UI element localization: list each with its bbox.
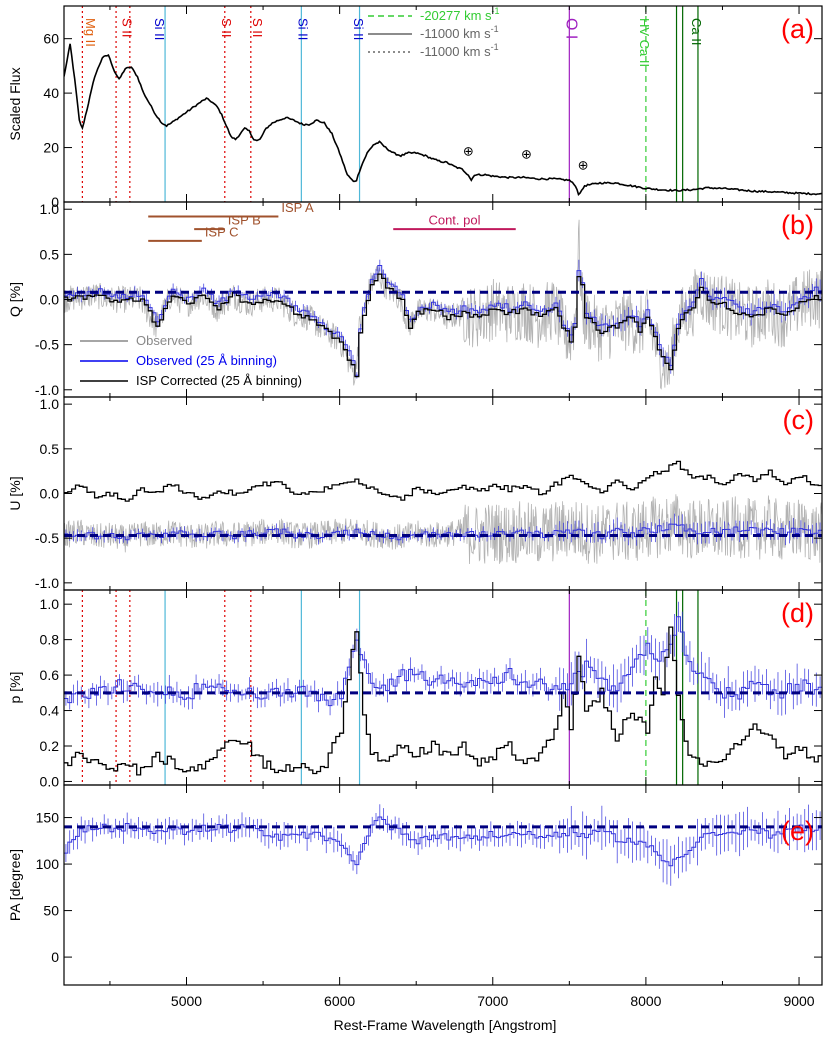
y-tick-label-b-4: 1.0 — [40, 201, 60, 217]
y-tick-label-d-5: 1.0 — [40, 596, 60, 612]
panel-d: 0.0 0.2 0.4 0.6 0.8 1.0 p [%] (d) — [7, 589, 823, 789]
panel-letter-b: (b) — [781, 210, 814, 240]
binned-line-d — [64, 616, 822, 707]
legend-a-label-1: -11000 km s-1 — [420, 24, 499, 41]
x-tick-label-3: 8000 — [630, 993, 661, 1009]
y-tick-label-c-1: -0.5 — [35, 530, 59, 546]
x-tick-label-0: 5000 — [171, 993, 202, 1009]
y-tick-label-b-3: 0.5 — [40, 246, 60, 262]
panel-plot-area-b — [64, 219, 822, 390]
ion-label-3: S II — [219, 18, 234, 38]
legend-a-text-1: -11000 km s — [420, 26, 491, 41]
telluric-marker-2: ⊕ — [578, 157, 589, 172]
annotation-label-2: ISP C — [205, 224, 239, 239]
y-tick-label-d-3: 0.6 — [40, 667, 60, 683]
y-axis-label-b: Q [%] — [7, 282, 23, 317]
y-tick-label-e-0: 0 — [51, 949, 59, 965]
panel-letter-d: (d) — [781, 598, 814, 628]
ion-label-8: HV Ca II — [637, 18, 652, 67]
corrected-line-b — [64, 273, 822, 378]
ion-label-9: Ca II — [689, 18, 704, 45]
y-axis-label-c: U [%] — [7, 476, 23, 510]
ion-label-5: Si II — [296, 18, 311, 40]
ion-label-1: S II — [120, 18, 135, 38]
annotation-label-0: ISP A — [281, 200, 314, 215]
y-tick-label-c-3: 0.5 — [40, 441, 60, 457]
panel-plot-area-a — [64, 6, 822, 202]
panel-c: -1.0 -0.5 0.0 0.5 1.0 U [%] (c) — [7, 396, 823, 591]
telluric-marker-1: ⊕ — [521, 147, 532, 162]
legend-b-label-0: Observed — [136, 333, 192, 348]
y-tick-label-d-1: 0.2 — [40, 738, 60, 754]
panel-plot-area-c — [64, 460, 822, 565]
y-tick-label-b-0: -1.0 — [35, 382, 59, 398]
y-tick-label-a-1: 20 — [43, 140, 59, 156]
y-tick-label-c-2: 0.0 — [40, 486, 60, 502]
x-tick-label-4: 9000 — [783, 993, 814, 1009]
corrected-line-c — [64, 460, 822, 502]
y-tick-label-e-3: 150 — [36, 810, 60, 826]
y-axis-label-d: p [%] — [7, 672, 23, 704]
legend-a-label-2: -11000 km s-1 — [420, 42, 499, 59]
ion-label-2: Si II — [152, 18, 167, 40]
panel-letter-a: (a) — [781, 14, 814, 44]
panel-letter-e: (e) — [781, 816, 814, 846]
y-tick-label-a-3: 60 — [43, 31, 59, 47]
y-tick-label-e-1: 50 — [43, 903, 59, 919]
ion-label-0: Mg II — [83, 18, 98, 47]
panel-frame-d — [63, 589, 823, 786]
corrected-line-d — [64, 626, 822, 776]
y-tick-label-d-0: 0.0 — [40, 773, 60, 789]
binned-line-c — [64, 523, 822, 541]
ion-label-6: Si II — [351, 18, 366, 40]
x-tick-label-2: 7000 — [477, 993, 508, 1009]
legend-a-sup-0: -1 — [492, 6, 500, 16]
legend-a-text-0: -20277 km s — [420, 8, 492, 23]
panel-letter-c: (c) — [783, 405, 814, 435]
legend-a-text-2: -11000 km s — [420, 44, 491, 59]
y-tick-label-a-2: 40 — [43, 85, 59, 101]
y-tick-label-c-0: -1.0 — [35, 575, 59, 591]
legend-b-label-1: Observed (25 Å binning) — [136, 353, 277, 368]
y-tick-label-e-2: 100 — [36, 856, 60, 872]
panel-plot-area-d — [64, 590, 822, 785]
panels-layer: Mg II S II Si II S II S II Si II Si II O I HV Ca… — [7, 5, 823, 1009]
y-axis-label-a: Scaled Flux — [7, 67, 23, 140]
ion-label-7: O I — [563, 18, 580, 39]
y-tick-label-a-0: 0 — [51, 194, 59, 210]
legend-a-label-0: -20277 km s-1 — [420, 6, 500, 23]
ion-label-4: S II — [250, 18, 265, 38]
legend-b-label-2: ISP Corrected (25 Å binning) — [136, 373, 302, 388]
legend-a-sup-2: -1 — [491, 42, 499, 52]
annotation-label-3: Cont. pol — [428, 213, 480, 228]
panel-plot-area-e — [64, 804, 822, 886]
panel-frame-e — [63, 784, 823, 986]
legend-a-sup-1: -1 — [491, 24, 499, 34]
y-tick-label-d-4: 0.8 — [40, 632, 60, 648]
y-tick-label-d-2: 0.4 — [40, 703, 60, 719]
annotation-label-1: ISP B — [228, 213, 261, 228]
x-axis-label: Rest-Frame Wavelength [Angstrom] — [334, 1017, 557, 1033]
panel-e: 0 50 100 150 PA [degree] (e) — [7, 784, 823, 986]
flux-spectrum-line — [64, 43, 822, 196]
y-tick-label-b-2: 0.0 — [40, 292, 60, 308]
y-tick-label-b-1: -0.5 — [35, 337, 59, 353]
observed-line-c — [64, 494, 822, 565]
panel-a: Mg II S II Si II S II S II Si II Si II O I HV Ca… — [7, 5, 823, 210]
x-tick-label-1: 6000 — [324, 993, 355, 1009]
binned-line-e — [64, 816, 822, 867]
telluric-marker-0: ⊕ — [463, 144, 474, 159]
y-axis-label-e: PA [degree] — [7, 849, 23, 921]
y-tick-label-c-4: 1.0 — [40, 396, 60, 412]
